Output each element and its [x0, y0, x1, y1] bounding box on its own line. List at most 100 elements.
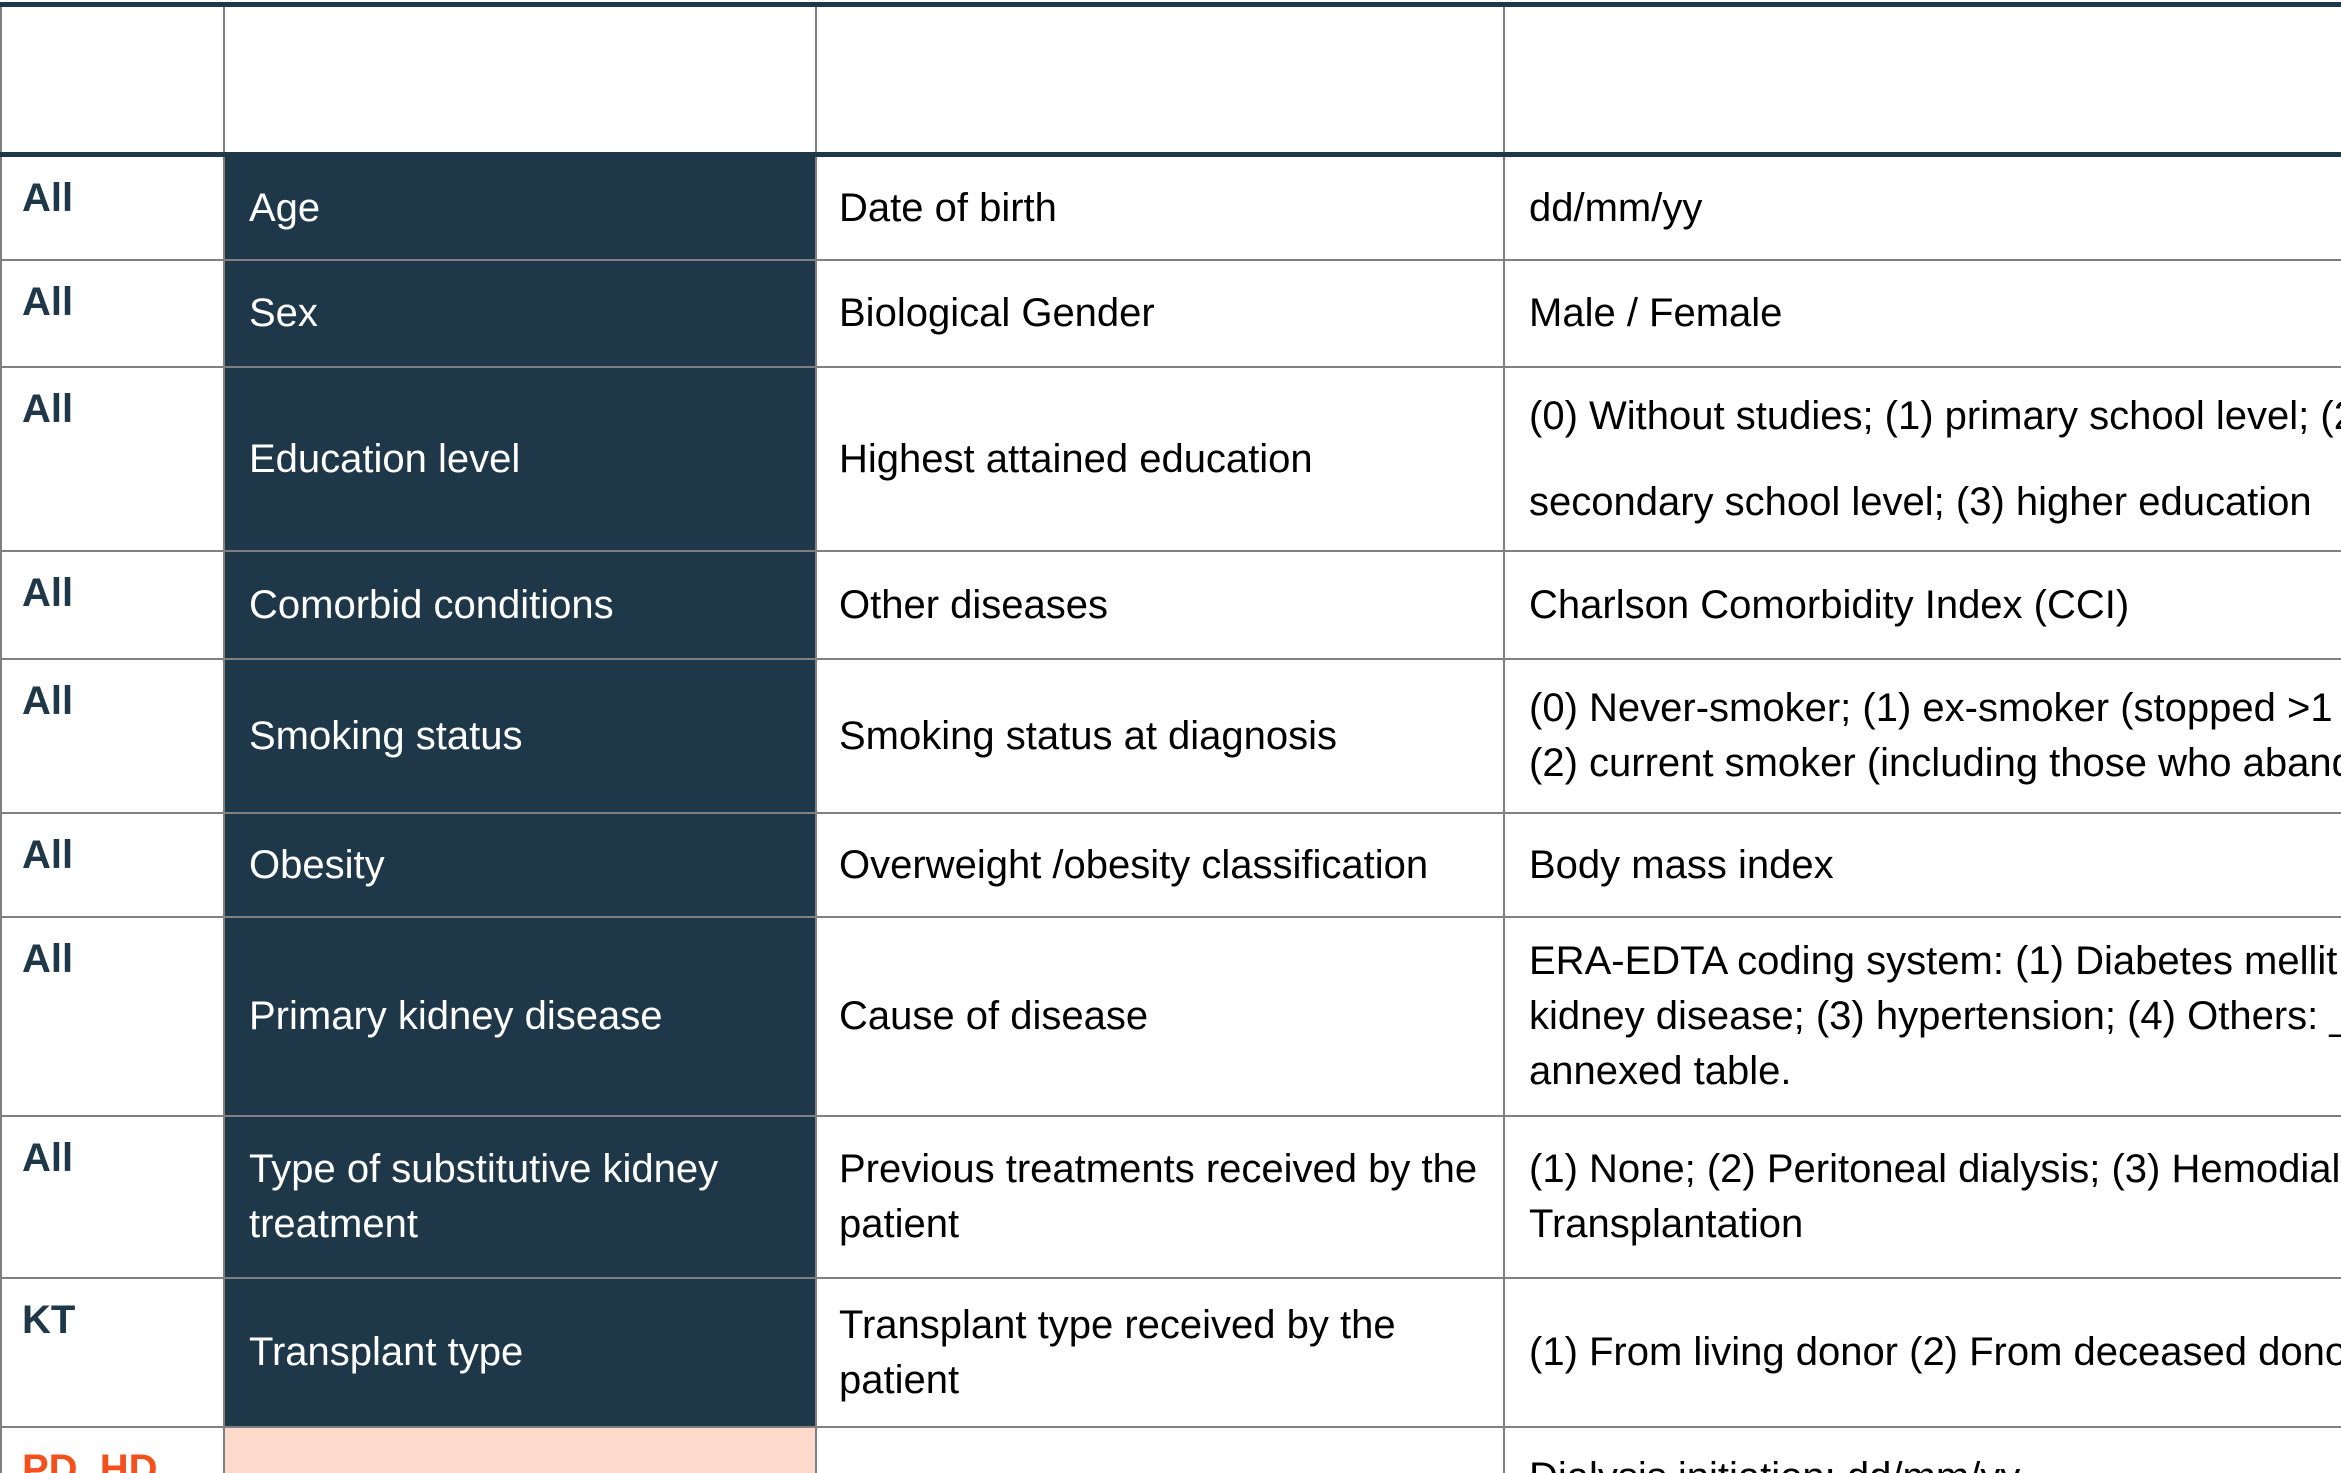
values-cell: (1) None; (2) Peritoneal dialysis; (3) H… — [1504, 1116, 2341, 1279]
description-cell: Biological Gender — [816, 260, 1505, 368]
variable-cell: Type of substitutive kidney treatment — [224, 1116, 817, 1279]
description-text: Time since dialysis initiation until tra… — [839, 1466, 1483, 1473]
variable-cell: Age — [224, 154, 817, 261]
description-text: Previous treatments received by the pati… — [839, 1147, 1478, 1246]
variable-cell: Transplant type — [224, 1278, 817, 1428]
description-cell: Highest attained education — [816, 367, 1505, 552]
variable-label: Primary kidney disease — [249, 994, 663, 1038]
table-row-sex: All Sex Biological Gender Male / Female — [1, 260, 2341, 368]
table-row-obesity: All Obesity Overweight /obesity classifi… — [1, 813, 2341, 918]
description-text: Biological Gender — [839, 291, 1155, 335]
header-cell-description — [816, 4, 1505, 157]
variable-cell: Education level — [224, 367, 817, 552]
table-row-primary-kidney-disease: All Primary kidney disease Cause of dise… — [1, 917, 2341, 1117]
value-text: (0) Without studies; (1) primary school … — [1529, 393, 2341, 438]
group-label: All — [22, 833, 74, 877]
variable-cell: Primary kidney disease — [224, 917, 817, 1117]
table-row-age: All Age Date of birth dd/mm/yy — [1, 154, 2341, 261]
value-text: Male / Female — [1529, 291, 1783, 335]
values-cell: Male / Female — [1504, 260, 2341, 368]
description-text: Highest attained education — [839, 436, 1313, 481]
group-cell: All — [1, 260, 225, 368]
description-cell: Transplant type received by the patient — [816, 1278, 1505, 1428]
variable-label: Obesity — [249, 842, 385, 887]
variable-cell: Obesity — [224, 813, 817, 918]
group-cell: All — [1, 813, 225, 918]
table-row-education-level: All Education level Highest attained edu… — [1, 367, 2341, 552]
description-text: Date of birth — [839, 185, 1057, 230]
value-text: secondary school level; (3) higher educa… — [1529, 479, 2312, 524]
description-text: Smoking status at diagnosis — [839, 713, 1338, 758]
variable-cell: Comorbid conditions — [224, 551, 817, 660]
description-cell: Other diseases — [816, 551, 1505, 660]
description-text: Transplant type received by the patient — [839, 1302, 1396, 1402]
description-cell: Previous treatments received by the pati… — [816, 1116, 1505, 1279]
values-cell: (1) From living donor (2) From deceased … — [1504, 1278, 2341, 1428]
header-cell-variable — [224, 4, 817, 157]
group-cell: KT — [1, 1278, 225, 1428]
variable-label: Type of substitutive kidney treatment — [249, 1147, 719, 1246]
variable-label: Age — [249, 185, 321, 230]
header-cell-group — [1, 4, 225, 157]
value-text: (2) current smoker (including those who … — [1529, 741, 2341, 785]
values-cell: (0) Never-smoker; (1) ex-smoker (stopped… — [1504, 659, 2341, 814]
group-cell: All — [1, 917, 225, 1117]
values-cell: ERA-EDTA coding system: (1) Diabetes mel… — [1504, 917, 2341, 1117]
variable-label: Education level — [249, 436, 521, 481]
description-cell: Smoking status at diagnosis — [816, 659, 1505, 814]
group-label: All — [22, 571, 74, 615]
group-label: All — [22, 937, 74, 981]
table-row-comorbid-conditions: All Comorbid conditions Other diseases C… — [1, 551, 2341, 660]
table-row-smoking-status: All Smoking status Smoking status at dia… — [1, 659, 2341, 814]
description-cell: Date of birth — [816, 154, 1505, 261]
variable-label: Sex — [249, 291, 318, 335]
values-cell: Body mass index — [1504, 813, 2341, 918]
value-text: ERA-EDTA coding system: (1) Diabetes mel… — [1529, 939, 2338, 983]
values-cell: dd/mm/yy — [1504, 154, 2341, 261]
group-cell: All — [1, 367, 225, 552]
value-text: Dialysis initiation: dd/mm/yy — [1529, 1450, 2341, 1473]
group-cell: All — [1, 1116, 225, 1279]
value-text: Body mass index — [1529, 842, 1834, 887]
variable-label: Comorbid conditions — [249, 582, 614, 627]
group-cell: All — [1, 659, 225, 814]
group-label: All — [22, 387, 74, 431]
group-label: All — [22, 280, 74, 324]
header-cell-values — [1504, 4, 2341, 157]
table-row-substitutive-kidney-treatment: All Type of substitutive kidney treatmen… — [1, 1116, 2341, 1279]
variable-cell: Smoking status — [224, 659, 817, 814]
variable-cell: Sex — [224, 260, 817, 368]
description-cell: Overweight /obesity classification — [816, 813, 1505, 918]
table-row-transplant-type: KT Transplant type Transplant type recei… — [1, 1278, 2341, 1428]
variable-cell-highlighted: Time in waiting list — [224, 1427, 817, 1473]
group-label: All — [22, 679, 74, 723]
variable-label: Transplant type — [249, 1330, 524, 1374]
values-cell: Charlson Comorbidity Index (CCI) — [1504, 551, 2341, 660]
values-cell: Dialysis initiation: dd/mm/yy Transplant… — [1504, 1427, 2341, 1473]
table-row-time-in-waiting-list: PD, HD Time in waiting list Time since d… — [1, 1427, 2341, 1473]
value-text: (0) Never-smoker; (1) ex-smoker (stopped… — [1529, 686, 2333, 730]
value-text: Transplantation — [1529, 1202, 1804, 1246]
group-label: All — [22, 1136, 74, 1180]
value-text: annexed table. — [1529, 1049, 1792, 1093]
table-header-row — [1, 4, 2341, 157]
description-cell: Time since dialysis initiation until tra… — [816, 1427, 1505, 1473]
description-cell: Cause of disease — [816, 917, 1505, 1117]
values-cell: (0) Without studies; (1) primary school … — [1504, 367, 2341, 552]
value-text: dd/mm/yy — [1529, 185, 1703, 230]
value-text: kidney disease; (3) hypertension; (4) Ot… — [1529, 994, 2341, 1038]
description-text: Other diseases — [839, 582, 1109, 627]
group-label: All — [22, 176, 74, 220]
group-cell: PD, HD — [1, 1427, 225, 1473]
group-label: KT — [22, 1298, 76, 1342]
variable-label: Smoking status — [249, 713, 523, 758]
description-text: Overweight /obesity classification — [839, 842, 1429, 887]
group-cell: All — [1, 154, 225, 261]
group-cell: All — [1, 551, 225, 660]
group-label: PD, HD — [22, 1447, 158, 1473]
value-text: Charlson Comorbidity Index (CCI) — [1529, 582, 2130, 627]
value-text: (1) From living donor (2) From deceased … — [1529, 1330, 2341, 1374]
description-text: Cause of disease — [839, 994, 1149, 1038]
